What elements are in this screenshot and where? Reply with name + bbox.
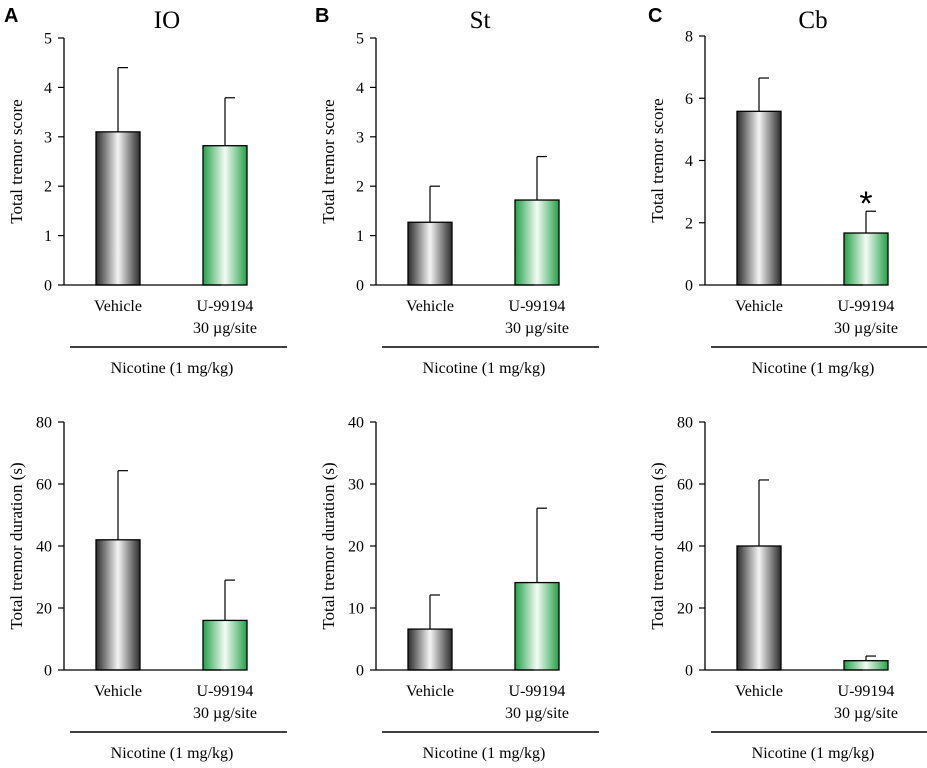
y-tick-label: 40 bbox=[677, 539, 693, 556]
bar-u99194 bbox=[514, 199, 560, 286]
group-label-nicotine: Nicotine (1 mg/kg) bbox=[423, 360, 546, 377]
y-axis-label: Total tremor score bbox=[319, 99, 338, 223]
y-tick-label: 5 bbox=[44, 31, 52, 48]
panel-letter-c: C bbox=[648, 5, 662, 27]
group-label-nicotine: Nicotine (1 mg/kg) bbox=[111, 360, 234, 377]
y-tick-label: 4 bbox=[685, 153, 693, 170]
category-label-u99194: 30 µg/site bbox=[505, 705, 569, 722]
y-tick-label: 20 bbox=[36, 601, 52, 618]
y-tick-label: 6 bbox=[685, 91, 693, 108]
category-label-u99194: 30 µg/site bbox=[834, 320, 898, 337]
y-tick-label: 10 bbox=[348, 601, 364, 618]
bar-u99194 bbox=[514, 581, 560, 671]
y-tick-label: 20 bbox=[677, 601, 693, 618]
panel-title-io: IO bbox=[154, 7, 180, 34]
category-label-vehicle: Vehicle bbox=[94, 298, 142, 315]
y-tick-label: 0 bbox=[685, 278, 693, 295]
significance-asterisk: * bbox=[859, 185, 872, 223]
y-tick-label: 2 bbox=[44, 179, 52, 196]
category-label-u99194: U-99194 bbox=[838, 298, 895, 315]
y-tick-label: 0 bbox=[356, 278, 364, 295]
y-tick-label: 60 bbox=[36, 477, 52, 494]
y-tick-label: 4 bbox=[44, 80, 52, 97]
panel-letter-a: A bbox=[4, 5, 18, 27]
y-tick-label: 2 bbox=[356, 179, 364, 196]
y-axis-label: Total tremor score bbox=[648, 98, 667, 222]
chart-c-tremor-score: Total tremor score 0 2 4 6 8 Vehicle U-99194 30 … bbox=[648, 29, 927, 377]
panel-letter-b: B bbox=[315, 5, 329, 27]
group-label-nicotine: Nicotine (1 mg/kg) bbox=[752, 745, 875, 762]
group-label-nicotine: Nicotine (1 mg/kg) bbox=[752, 360, 875, 377]
y-tick-label: 20 bbox=[348, 539, 364, 556]
category-label-u99194: U-99194 bbox=[509, 683, 566, 700]
y-axis-label: Total tremor duration (s) bbox=[319, 462, 338, 629]
category-label-vehicle: Vehicle bbox=[406, 298, 454, 315]
y-axis-label: Total tremor score bbox=[7, 99, 26, 223]
y-tick-label: 4 bbox=[356, 80, 364, 97]
chart-a-tremor-duration: Total tremor duration (s) 0 20 40 60 80 Vehicl… bbox=[7, 415, 287, 762]
panel-title-st: St bbox=[470, 7, 491, 34]
bar-u99194 bbox=[843, 660, 889, 671]
y-tick-label: 80 bbox=[677, 415, 693, 432]
category-label-vehicle: Vehicle bbox=[735, 683, 783, 700]
bar-u99194 bbox=[202, 145, 248, 286]
category-label-vehicle: Vehicle bbox=[406, 683, 454, 700]
category-label-u99194: 30 µg/site bbox=[834, 705, 898, 722]
category-label-u99194: 30 µg/site bbox=[193, 705, 257, 722]
chart-b-tremor-score: Total tremor score 0 1 2 3 4 5 Vehicle U-99194 30… bbox=[319, 31, 599, 377]
bar-u99194 bbox=[843, 232, 889, 286]
y-tick-label: 0 bbox=[44, 278, 52, 295]
bar-vehicle bbox=[95, 131, 141, 286]
y-tick-label: 30 bbox=[348, 477, 364, 494]
category-label-vehicle: Vehicle bbox=[735, 298, 783, 315]
y-tick-label: 8 bbox=[685, 29, 693, 46]
category-label-u99194: U-99194 bbox=[509, 298, 566, 315]
category-label-u99194: 30 µg/site bbox=[193, 320, 257, 337]
bar-vehicle bbox=[736, 545, 782, 671]
bar-u99194 bbox=[202, 619, 248, 671]
category-label-u99194: 30 µg/site bbox=[505, 320, 569, 337]
y-tick-label: 1 bbox=[44, 228, 52, 245]
y-tick-label: 1 bbox=[356, 228, 364, 245]
category-label-u99194: U-99194 bbox=[197, 298, 254, 315]
y-axis-label: Total tremor duration (s) bbox=[7, 462, 26, 629]
group-label-nicotine: Nicotine (1 mg/kg) bbox=[111, 745, 234, 762]
panel-title-cb: Cb bbox=[798, 7, 827, 34]
bar-vehicle bbox=[407, 221, 453, 286]
y-tick-label: 0 bbox=[685, 663, 693, 680]
y-tick-label: 0 bbox=[356, 663, 364, 680]
category-label-vehicle: Vehicle bbox=[94, 683, 142, 700]
y-tick-label: 5 bbox=[356, 31, 364, 48]
bar-vehicle bbox=[95, 539, 141, 671]
chart-c-tremor-duration: Total tremor duration (s) 0 20 40 60 80 Vehicl… bbox=[648, 415, 927, 762]
y-tick-label: 80 bbox=[36, 415, 52, 432]
bar-vehicle bbox=[407, 628, 453, 671]
chart-a-tremor-score: Total tremor score 0 1 2 3 4 5 Vehicle U-99194 30… bbox=[7, 31, 287, 377]
y-tick-label: 0 bbox=[44, 663, 52, 680]
y-tick-label: 40 bbox=[348, 415, 364, 432]
category-label-u99194: U-99194 bbox=[197, 683, 254, 700]
bar-vehicle bbox=[736, 110, 782, 286]
y-tick-label: 60 bbox=[677, 477, 693, 494]
y-tick-label: 3 bbox=[356, 129, 364, 146]
y-tick-label: 40 bbox=[36, 539, 52, 556]
y-tick-label: 2 bbox=[685, 215, 693, 232]
category-label-u99194: U-99194 bbox=[838, 683, 895, 700]
group-label-nicotine: Nicotine (1 mg/kg) bbox=[423, 745, 546, 762]
y-axis-label: Total tremor duration (s) bbox=[648, 462, 667, 629]
chart-b-tremor-duration: Total tremor duration (s) 0 10 20 30 40 Vehicl… bbox=[319, 415, 599, 762]
y-tick-label: 3 bbox=[44, 129, 52, 146]
